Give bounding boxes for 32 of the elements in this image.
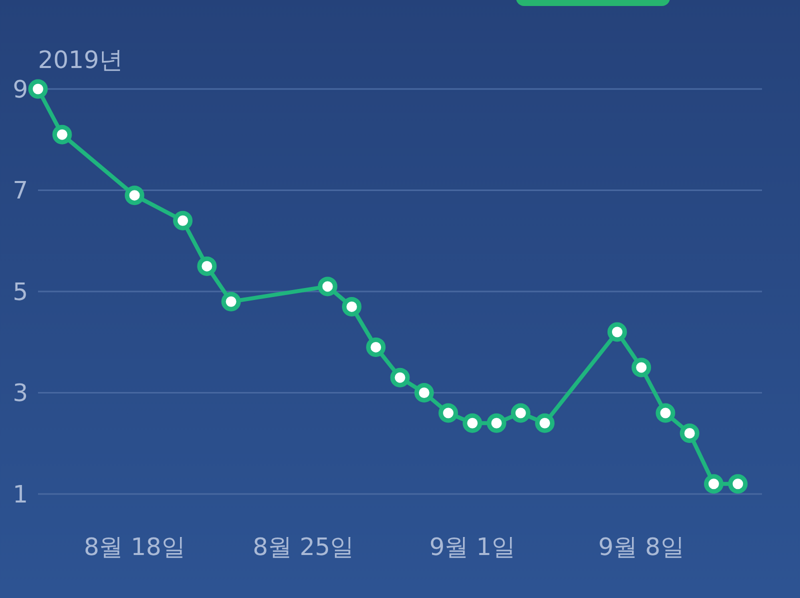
- x-tick-label: 9월 8일: [598, 533, 684, 561]
- point: [124, 186, 144, 206]
- point: [462, 413, 482, 433]
- point: [318, 276, 338, 296]
- point: [390, 368, 410, 388]
- y-tick-label: 7: [12, 176, 28, 205]
- point: [535, 413, 555, 433]
- point: [197, 256, 217, 276]
- point: [438, 403, 458, 423]
- point: [656, 403, 676, 423]
- point: [510, 403, 530, 423]
- x-tick-label: 8월 18일: [84, 533, 186, 561]
- point: [366, 337, 386, 357]
- point: [704, 474, 724, 494]
- point: [486, 413, 506, 433]
- point: [342, 296, 362, 316]
- point: [414, 383, 434, 402]
- point: [221, 292, 241, 312]
- point: [728, 474, 748, 494]
- y-tick-label: 9: [12, 75, 28, 104]
- point: [607, 322, 627, 342]
- y-tick-label: 3: [12, 379, 28, 408]
- text: 2019년: [38, 46, 124, 74]
- x-tick-label: 9월 1일: [429, 533, 516, 561]
- point: [52, 124, 72, 144]
- y-tick-label: 1: [12, 480, 28, 508]
- y-tick-label: 5: [12, 278, 28, 306]
- point: [28, 79, 48, 99]
- point: [173, 210, 193, 230]
- x-tick-label: 8월 25일: [252, 533, 354, 561]
- point: [632, 358, 652, 378]
- point: [680, 424, 700, 443]
